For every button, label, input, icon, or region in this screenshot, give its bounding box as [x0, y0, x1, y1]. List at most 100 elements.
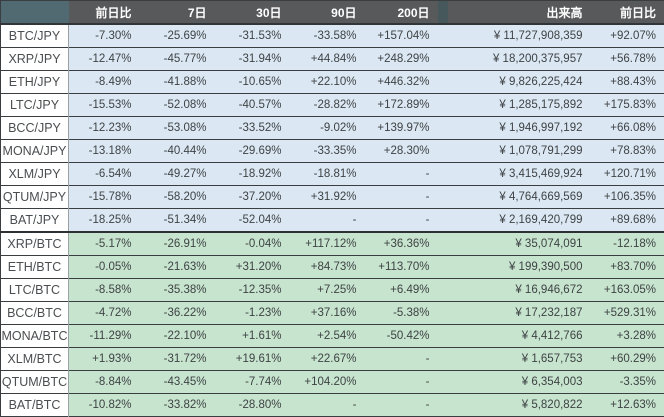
table-row: BAT/JPY-18.25%-51.34%-52.04%--¥ 2,169,42…	[1, 209, 664, 233]
pct-cell-1d: +1.93%	[69, 348, 140, 371]
header-change-7d: 7日	[140, 1, 215, 25]
pct-cell-30d: -40.57%	[215, 94, 290, 117]
pair-label: QTUM/BTC	[1, 371, 69, 394]
pct-cell-30d: +1.61%	[215, 325, 290, 348]
separator-cell	[438, 256, 448, 279]
volume-change-cell: -12.18%	[591, 232, 664, 256]
separator-cell	[438, 371, 448, 394]
pct-cell-1d: -11.29%	[69, 325, 140, 348]
volume-change-cell: -3.35%	[591, 371, 664, 394]
table-row: BCC/JPY-12.23%-53.08%-33.52%-9.02%+139.9…	[1, 117, 664, 140]
volume-cell: ¥ 3,415,469,924	[448, 163, 591, 186]
volume-change-cell: +88.43%	[591, 71, 664, 94]
volume-cell: ¥ 5,820,822	[448, 394, 591, 417]
pair-label: BAT/JPY	[1, 209, 69, 233]
pct-cell-1d: -8.49%	[69, 71, 140, 94]
volume-cell: ¥ 2,169,420,799	[448, 209, 591, 233]
volume-change-cell: +163.05%	[591, 279, 664, 302]
table-row: XLM/BTC+1.93%-31.72%+19.61%+22.67%-¥ 1,6…	[1, 348, 664, 371]
header-change-200d: 200日	[365, 1, 438, 25]
table-row: BCC/BTC-4.72%-36.22%-1.23%+37.16%-5.38%¥…	[1, 302, 664, 325]
pct-cell-7d: -25.69%	[140, 24, 215, 48]
pct-cell-200d: +113.70%	[365, 256, 438, 279]
pct-cell-1d: -15.78%	[69, 186, 140, 209]
volume-cell: ¥ 199,390,500	[448, 256, 591, 279]
pct-cell-30d: -33.52%	[215, 117, 290, 140]
pct-cell-30d: -28.80%	[215, 394, 290, 417]
pct-cell-200d: +157.04%	[365, 24, 438, 48]
volume-cell: ¥ 1,946,997,192	[448, 117, 591, 140]
table-row: BTC/JPY-7.30%-25.69%-31.53%-33.58%+157.0…	[1, 24, 664, 48]
separator-cell	[438, 71, 448, 94]
pct-cell-90d: +84.73%	[290, 256, 365, 279]
table-row: MONA/BTC-11.29%-22.10%+1.61%+2.54%-50.42…	[1, 325, 664, 348]
pair-label: ETH/JPY	[1, 71, 69, 94]
volume-change-cell: +106.35%	[591, 186, 664, 209]
pct-cell-30d: -52.04%	[215, 209, 290, 233]
table-row: MONA/JPY-13.18%-40.44%-29.69%-33.35%+28.…	[1, 140, 664, 163]
pct-cell-1d: -13.18%	[69, 140, 140, 163]
separator-cell	[438, 48, 448, 71]
pct-cell-90d: +22.67%	[290, 348, 365, 371]
pct-cell-7d: -52.08%	[140, 94, 215, 117]
pct-cell-7d: -53.08%	[140, 117, 215, 140]
pct-cell-200d: +172.89%	[365, 94, 438, 117]
volume-change-cell: +56.78%	[591, 48, 664, 71]
table-row: LTC/JPY-15.53%-52.08%-40.57%-28.82%+172.…	[1, 94, 664, 117]
volume-change-cell: +83.70%	[591, 256, 664, 279]
pct-cell-30d: -31.53%	[215, 24, 290, 48]
pct-cell-30d: -1.23%	[215, 302, 290, 325]
separator-cell	[438, 186, 448, 209]
pct-cell-90d: +37.16%	[290, 302, 365, 325]
pct-cell-90d: -18.81%	[290, 163, 365, 186]
volume-change-cell: +120.71%	[591, 163, 664, 186]
pct-cell-7d: -36.22%	[140, 302, 215, 325]
volume-cell: ¥ 1,285,175,892	[448, 94, 591, 117]
pair-label: LTC/JPY	[1, 94, 69, 117]
pct-cell-30d: -0.04%	[215, 232, 290, 256]
table-row: BAT/BTC-10.82%-33.82%-28.80%--¥ 5,820,82…	[1, 394, 664, 417]
volume-cell: ¥ 1,078,791,299	[448, 140, 591, 163]
pct-cell-200d: -	[365, 163, 438, 186]
separator-cell	[438, 348, 448, 371]
table-row: LTC/BTC-8.58%-35.38%-12.35%+7.25%+6.49%¥…	[1, 279, 664, 302]
table-row: ETH/BTC-0.05%-21.63%+31.20%+84.73%+113.7…	[1, 256, 664, 279]
pair-label: BCC/BTC	[1, 302, 69, 325]
pct-cell-200d: -	[365, 186, 438, 209]
pct-cell-90d: -33.35%	[290, 140, 365, 163]
volume-change-cell: +78.83%	[591, 140, 664, 163]
pair-label: QTUM/JPY	[1, 186, 69, 209]
pct-cell-1d: -4.72%	[69, 302, 140, 325]
pct-cell-90d: +117.12%	[290, 232, 365, 256]
pct-cell-90d: -9.02%	[290, 117, 365, 140]
table-row: XRP/BTC-5.17%-26.91%-0.04%+117.12%+36.36…	[1, 232, 664, 256]
pair-label: LTC/BTC	[1, 279, 69, 302]
pct-cell-200d: +36.36%	[365, 232, 438, 256]
separator-cell	[438, 140, 448, 163]
pct-cell-7d: -43.45%	[140, 371, 215, 394]
corner-cell	[1, 1, 69, 25]
table-row: QTUM/BTC-8.84%-43.45%-7.74%+104.20%-¥ 6,…	[1, 371, 664, 394]
table-row: ETH/JPY-8.49%-41.88%-10.65%+22.10%+446.3…	[1, 71, 664, 94]
pct-cell-30d: +19.61%	[215, 348, 290, 371]
pct-cell-7d: -58.20%	[140, 186, 215, 209]
pct-cell-30d: -37.20%	[215, 186, 290, 209]
pct-cell-7d: -22.10%	[140, 325, 215, 348]
pct-cell-7d: -21.63%	[140, 256, 215, 279]
pct-cell-30d: -12.35%	[215, 279, 290, 302]
pct-cell-200d: +248.29%	[365, 48, 438, 71]
volume-change-cell: +89.68%	[591, 209, 664, 233]
pct-cell-200d: +446.32%	[365, 71, 438, 94]
pct-cell-90d: +2.54%	[290, 325, 365, 348]
volume-cell: ¥ 11,727,908,359	[448, 24, 591, 48]
pct-cell-90d: +44.84%	[290, 48, 365, 71]
separator-cell	[438, 94, 448, 117]
pct-cell-200d: +139.97%	[365, 117, 438, 140]
volume-cell: ¥ 6,354,003	[448, 371, 591, 394]
header-separator	[438, 1, 448, 25]
pct-cell-1d: -8.84%	[69, 371, 140, 394]
separator-cell	[438, 117, 448, 140]
header-volume-change-1d: 前日比	[591, 1, 664, 25]
pct-cell-1d: -7.30%	[69, 24, 140, 48]
